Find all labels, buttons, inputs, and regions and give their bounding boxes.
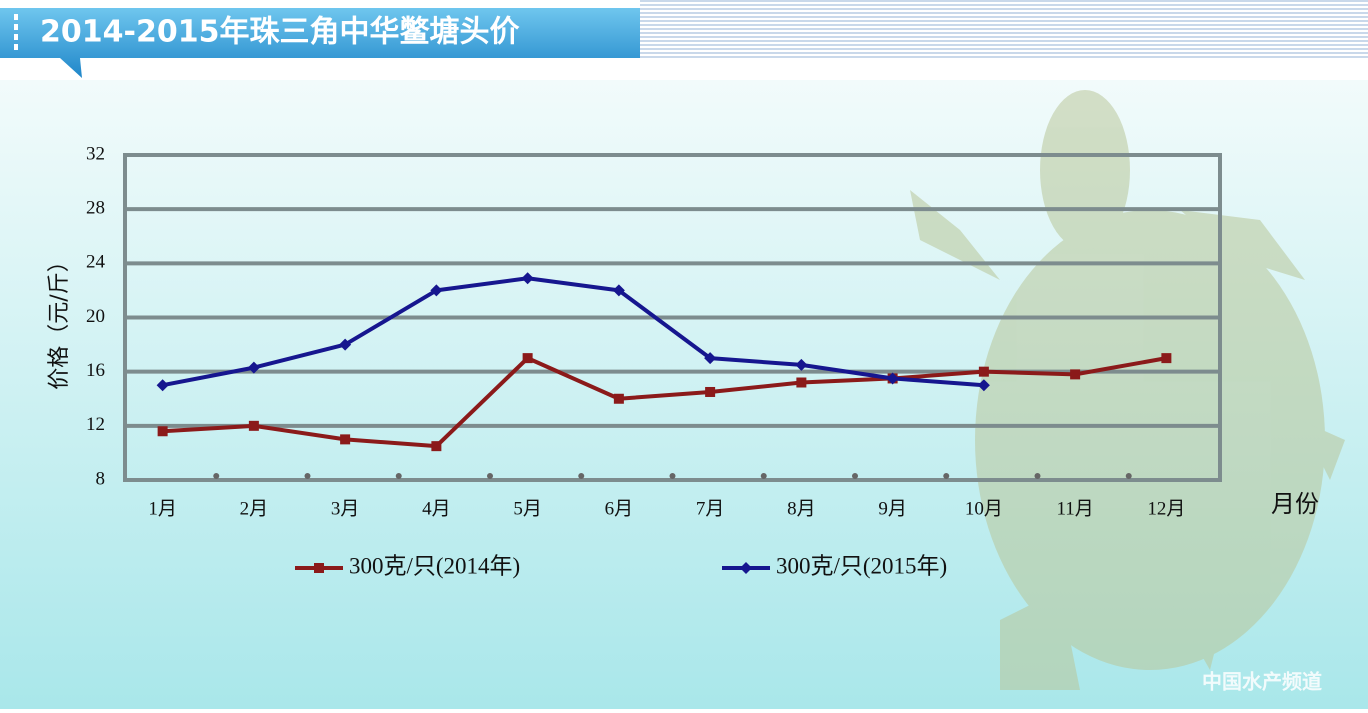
category-separator <box>943 473 950 479</box>
x-tick-label: 1月 <box>148 498 177 519</box>
legend-label: 300克/只(2015年) <box>776 553 947 578</box>
y-tick-label: 16 <box>86 360 105 381</box>
header-stripes <box>640 0 1368 60</box>
point-marker <box>521 272 534 285</box>
point-marker <box>612 284 625 297</box>
category-separator <box>578 473 585 479</box>
point-marker <box>522 353 533 364</box>
x-tick-label: 11月 <box>1056 498 1093 519</box>
title-dots <box>14 14 18 50</box>
category-separator <box>487 473 493 479</box>
point-marker <box>613 393 624 404</box>
x-axis-title: 月份 <box>1271 490 1319 518</box>
category-separator <box>760 473 767 479</box>
y-axis-title: 价格（元/斤） <box>47 250 72 389</box>
point-marker <box>339 338 352 351</box>
category-separator <box>304 473 311 479</box>
point-marker <box>1070 369 1081 380</box>
x-tick-label: 10月 <box>965 498 1003 519</box>
point-marker <box>431 441 442 452</box>
legend-marker <box>314 563 324 573</box>
category-separator <box>1034 473 1041 479</box>
y-tick-label: 8 <box>96 468 106 489</box>
point-marker <box>1161 353 1172 364</box>
y-tick-label: 32 <box>86 143 105 164</box>
point-marker <box>978 366 989 377</box>
y-tick-label: 28 <box>86 198 105 219</box>
point-marker <box>704 352 717 365</box>
x-tick-label: 12月 <box>1147 498 1185 519</box>
watermark: 中国水产频道 <box>1202 670 1322 694</box>
point-marker <box>340 434 351 445</box>
category-separator <box>1125 473 1132 479</box>
y-tick-label: 12 <box>86 414 105 435</box>
legend-label: 300克/只(2014年) <box>349 553 520 578</box>
plot-border <box>123 153 1222 482</box>
x-tick-label: 3月 <box>331 498 360 519</box>
x-tick-label: 4月 <box>422 498 451 519</box>
legend-marker <box>740 562 752 574</box>
point-marker <box>157 426 168 437</box>
category-separator <box>213 473 220 479</box>
point-marker <box>430 284 443 297</box>
point-marker <box>247 361 260 374</box>
point-marker <box>796 377 807 388</box>
x-tick-label: 6月 <box>605 498 634 519</box>
category-separator <box>852 473 858 479</box>
x-tick-label: 5月 <box>513 498 542 519</box>
series-line <box>162 356 1167 449</box>
point-marker <box>705 386 716 397</box>
title-box <box>0 8 640 78</box>
x-tick-label: 7月 <box>696 498 725 519</box>
y-tick-label: 20 <box>86 306 105 327</box>
chart-title: 2014-2015年珠三角中华鳖塘头价 <box>40 15 519 50</box>
point-marker <box>156 379 169 392</box>
y-tick-label: 24 <box>86 252 106 273</box>
x-tick-label: 2月 <box>240 498 269 519</box>
x-tick-label: 8月 <box>787 498 816 519</box>
point-marker <box>977 379 990 392</box>
series-line <box>162 276 985 388</box>
point-marker <box>248 420 259 431</box>
category-separator <box>395 473 402 479</box>
point-marker <box>795 358 808 371</box>
category-separator <box>669 473 676 479</box>
x-tick-label: 9月 <box>878 498 907 519</box>
point-marker <box>886 372 899 385</box>
